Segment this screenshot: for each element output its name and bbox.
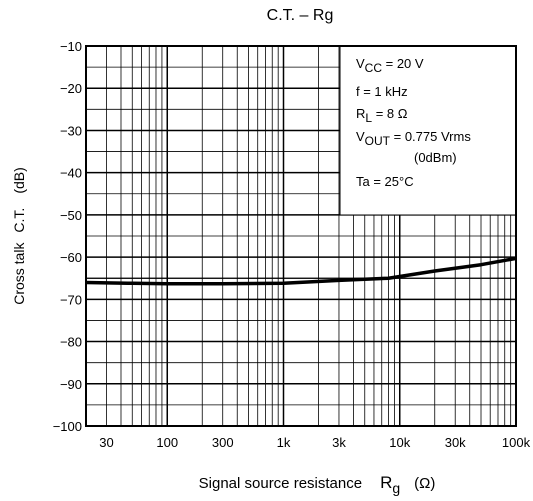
x-axis-label-unit: (Ω) bbox=[414, 475, 435, 492]
y-tick-label: −10 bbox=[60, 39, 82, 54]
y-tick-label: −70 bbox=[60, 292, 82, 307]
annotation-value: = 20 V bbox=[382, 56, 424, 71]
annotation-main: V bbox=[356, 56, 365, 71]
annotation-main: V bbox=[356, 129, 365, 144]
x-tick-label: 1k bbox=[277, 435, 291, 450]
x-axis-label-text: Signal source resistance bbox=[199, 475, 362, 492]
annotation-subscript: L bbox=[365, 111, 372, 125]
y-axis-label: Cross talk C.T. (dB) bbox=[11, 167, 27, 305]
annotation-value: = 8 Ω bbox=[372, 106, 408, 121]
x-tick-label: 30k bbox=[445, 435, 466, 450]
annotation-line: VOUT = 0.775 Vrms bbox=[356, 129, 471, 148]
x-tick-label: 300 bbox=[212, 435, 234, 450]
x-tick-label: 100 bbox=[156, 435, 178, 450]
y-tick-label: −30 bbox=[60, 123, 82, 138]
y-axis-label-symbol: C.T. bbox=[11, 208, 27, 233]
x-axis-label-subscript: g bbox=[392, 480, 400, 496]
x-axis-label: Signal source resistance Rg (Ω) bbox=[199, 473, 436, 496]
series-line bbox=[85, 256, 517, 286]
x-tick-labels: 30 100 300 1k 3k 10k 30k 100k bbox=[99, 435, 530, 450]
annotation-line: RL = 8 Ω bbox=[356, 106, 408, 125]
y-tick-label: −40 bbox=[60, 166, 82, 181]
annotation-line: (0dBm) bbox=[414, 150, 457, 165]
x-tick-label: 30 bbox=[99, 435, 113, 450]
x-tick-label: 10k bbox=[389, 435, 410, 450]
annotation-subscript: OUT bbox=[365, 134, 391, 148]
y-tick-label: −60 bbox=[60, 250, 82, 265]
y-tick-label: −80 bbox=[60, 335, 82, 350]
annotation-subscript: CC bbox=[365, 61, 383, 75]
y-tick-label: −20 bbox=[60, 81, 82, 96]
x-tick-label: 100k bbox=[502, 435, 531, 450]
annotation-main: (0dBm) bbox=[414, 150, 457, 165]
annotation-line: f = 1 kHz bbox=[356, 84, 408, 99]
annotation-main: f = 1 kHz bbox=[356, 84, 408, 99]
major-grid bbox=[86, 46, 516, 426]
annotation-main: Ta = 25°C bbox=[356, 174, 414, 189]
y-axis-label-text: Cross talk bbox=[11, 242, 27, 305]
x-axis-label-symbol: R bbox=[380, 473, 392, 492]
annotation-main: R bbox=[356, 106, 365, 121]
chart-title: C.T. – Rg bbox=[267, 7, 334, 24]
y-tick-label: −50 bbox=[60, 208, 82, 223]
annotation-line: VCC = 20 V bbox=[356, 56, 424, 75]
y-tick-label: −90 bbox=[60, 377, 82, 392]
y-tick-label: −100 bbox=[53, 419, 82, 434]
x-tick-label: 3k bbox=[332, 435, 346, 450]
y-tick-labels: −10 −20 −30 −40 −50 −60 −70 −80 −90 −100 bbox=[53, 39, 82, 434]
annotation-value: = 0.775 Vrms bbox=[390, 129, 471, 144]
series-layer bbox=[85, 256, 517, 286]
plot-area bbox=[85, 45, 517, 427]
y-axis-label-unit: (dB) bbox=[11, 167, 27, 193]
annotation-line: Ta = 25°C bbox=[356, 174, 414, 189]
conditions-box bbox=[339, 45, 517, 216]
